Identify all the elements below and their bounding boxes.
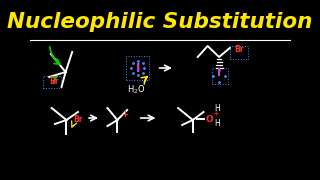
Text: H$_2$O: H$_2$O [127, 84, 146, 96]
Text: Br: Br [49, 76, 59, 86]
Text: Br: Br [234, 45, 244, 54]
Text: +: + [121, 110, 128, 119]
Text: Br: Br [73, 116, 83, 125]
Text: H: H [214, 120, 220, 129]
Text: Nucleophilic Substitution: Nucleophilic Substitution [7, 12, 313, 32]
Text: H: H [214, 103, 220, 112]
Text: O: O [205, 114, 213, 123]
Text: +: + [212, 109, 219, 118]
Text: I: I [217, 68, 221, 78]
Text: I: I [136, 62, 140, 75]
